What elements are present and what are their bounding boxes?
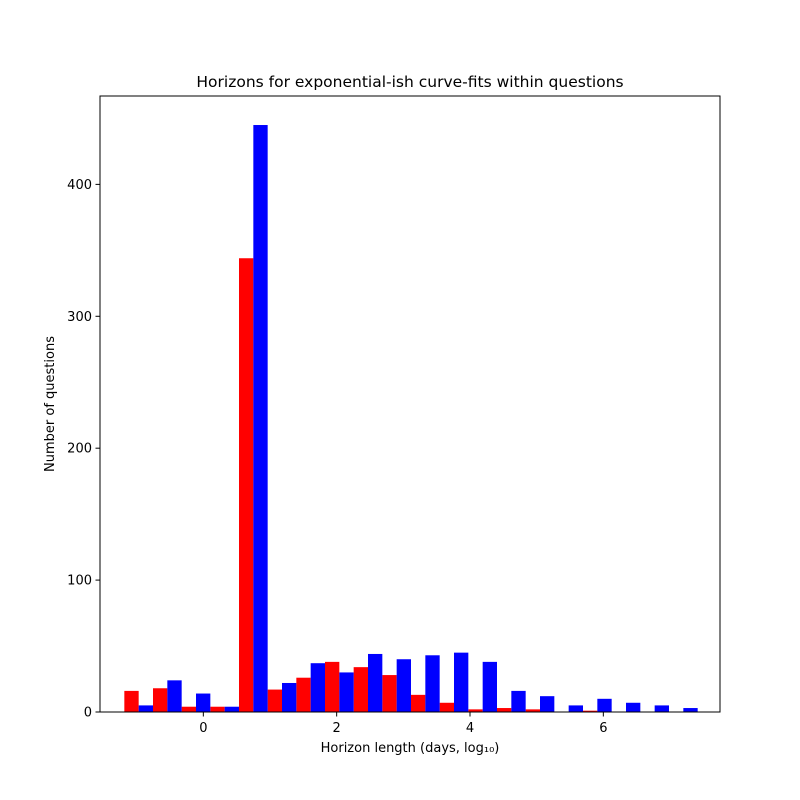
bar-series2-2 <box>196 693 211 712</box>
bar-series2-6 <box>310 663 325 712</box>
bar-series2-3 <box>224 706 239 712</box>
bar-series2-12 <box>482 661 497 712</box>
x-tick-label: 6 <box>599 721 607 736</box>
bar-series2-13 <box>511 690 526 712</box>
bar-series1-9 <box>382 675 397 712</box>
bar-series1-4 <box>239 258 254 712</box>
bar-series1-10 <box>411 694 426 712</box>
y-axis-label: Number of questions <box>43 336 58 472</box>
y-tick-label: 300 <box>67 310 92 325</box>
x-tick-label: 0 <box>199 721 207 736</box>
bar-series1-6 <box>296 677 311 712</box>
plot-frame <box>99 95 721 713</box>
bar-series1-13 <box>497 708 512 712</box>
bar-series2-16 <box>597 698 612 712</box>
bar-series1-5 <box>267 689 282 712</box>
bar-series1-11 <box>439 702 454 712</box>
bar-series2-0 <box>138 705 153 712</box>
bar-series1-0 <box>124 690 139 712</box>
x-tick-label: 4 <box>466 721 474 736</box>
bar-series2-1 <box>167 680 182 712</box>
bar-series1-1 <box>153 688 168 712</box>
bar-series2-4 <box>253 125 268 712</box>
bar-series2-5 <box>282 682 297 712</box>
bar-series1-3 <box>210 706 225 712</box>
y-tick-label: 0 <box>84 706 92 721</box>
bar-series2-8 <box>368 653 383 712</box>
y-ticks: 0 100 200 300 400 <box>67 178 100 721</box>
y-tick-label: 400 <box>67 178 92 193</box>
x-tick-label: 2 <box>333 721 341 736</box>
y-tick-label: 200 <box>67 442 92 457</box>
bar-series1-8 <box>353 667 368 712</box>
bar-series1-2 <box>181 706 196 712</box>
bar-series2-18 <box>654 705 669 712</box>
bar-series2-9 <box>396 659 411 712</box>
bar-series1-16 <box>583 710 598 712</box>
bar-series1-12 <box>468 709 483 712</box>
bar-series1-14 <box>525 709 540 712</box>
x-axis-label: Horizon length (days, log₁₀) <box>321 741 500 756</box>
bar-series2-10 <box>425 655 440 712</box>
chart-title: Horizons for exponential-ish curve-fits … <box>196 73 623 91</box>
bar-series1-7 <box>325 661 340 712</box>
bar-series2-14 <box>540 696 555 712</box>
x-ticks: 0 2 4 6 <box>199 712 607 736</box>
bar-series2-19 <box>683 708 698 712</box>
bar-series2-15 <box>568 705 583 712</box>
bar-series2-7 <box>339 672 354 712</box>
bar-series2-11 <box>454 652 469 712</box>
y-tick-label: 100 <box>67 574 92 589</box>
bar-series2-17 <box>626 702 641 712</box>
bars-layer <box>124 125 698 712</box>
